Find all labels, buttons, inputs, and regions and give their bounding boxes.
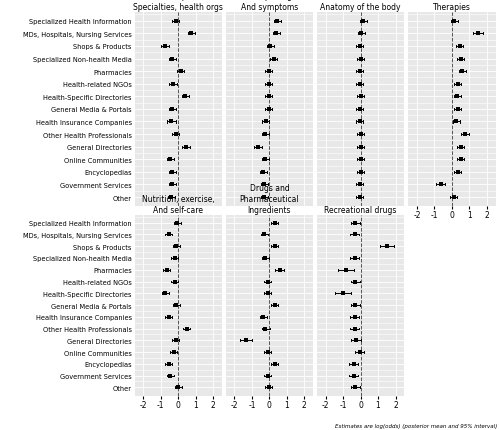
Title: Recreational drugs: Recreational drugs (324, 205, 397, 214)
Title: Drugs and
Pharmaceutical
Ingredients: Drugs and Pharmaceutical Ingredients (240, 183, 299, 214)
Text: Estimates are log(odds) (posterior mean and 95% interval): Estimates are log(odds) (posterior mean … (335, 423, 498, 428)
Title: Disease, pathogens,
And symptoms: Disease, pathogens, And symptoms (230, 0, 308, 12)
Title: Anatomy of the body: Anatomy of the body (320, 3, 401, 12)
Title: Therapies: Therapies (433, 3, 471, 12)
Title: Health prof.,
Specialties, health orgs: Health prof., Specialties, health orgs (133, 0, 223, 12)
Title: Nutrition, exercise,
And self-care: Nutrition, exercise, And self-care (142, 194, 214, 214)
